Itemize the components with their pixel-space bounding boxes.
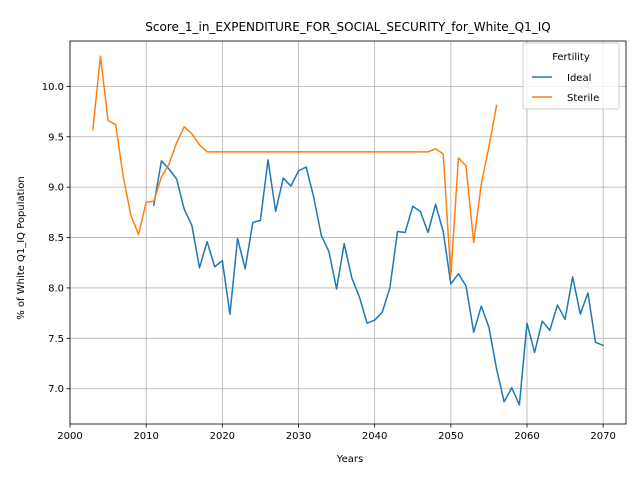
y-tick-label: 9.5	[48, 132, 64, 143]
series-lines	[92, 55, 605, 406]
legend-label-sterile: Sterile	[567, 93, 599, 104]
legend-box	[522, 42, 620, 110]
x-tick-label: 2060	[514, 431, 539, 442]
x-axis-label: Years	[336, 454, 363, 465]
legend: Fertility Ideal Sterile	[522, 42, 620, 110]
x-tick-label: 2020	[210, 431, 235, 442]
x-tick-label: 2070	[590, 431, 615, 442]
y-tick-label: 7.5	[48, 334, 64, 345]
y-tick-label: 10.0	[42, 82, 64, 93]
series-line-ideal	[152, 159, 605, 406]
legend-label-ideal: Ideal	[567, 73, 591, 84]
axis-ticks: 2000 2010 2020 2030 2040 2050 2060 2070 7.0 7.5 8.…	[42, 82, 616, 442]
x-tick-label: 2010	[133, 431, 158, 442]
y-axis-label: % of White Q1_IQ Population	[16, 176, 27, 320]
y-tick-label: 7.0	[48, 384, 64, 395]
y-tick-label: 8.5	[48, 233, 64, 244]
x-tick-label: 2030	[286, 431, 311, 442]
y-tick-label: 8.0	[48, 283, 64, 294]
y-tick-label: 9.0	[48, 183, 64, 194]
series-line-sterile	[92, 55, 498, 277]
x-tick-label: 2040	[362, 431, 387, 442]
legend-title: Fertility	[552, 52, 590, 63]
x-tick-label: 2050	[438, 431, 463, 442]
plot-area-frame	[69, 40, 627, 425]
x-tick-label: 2000	[57, 431, 82, 442]
chart-title: Score_1_in_EXPENDITURE_FOR_SOCIAL_SECURI…	[145, 20, 551, 34]
